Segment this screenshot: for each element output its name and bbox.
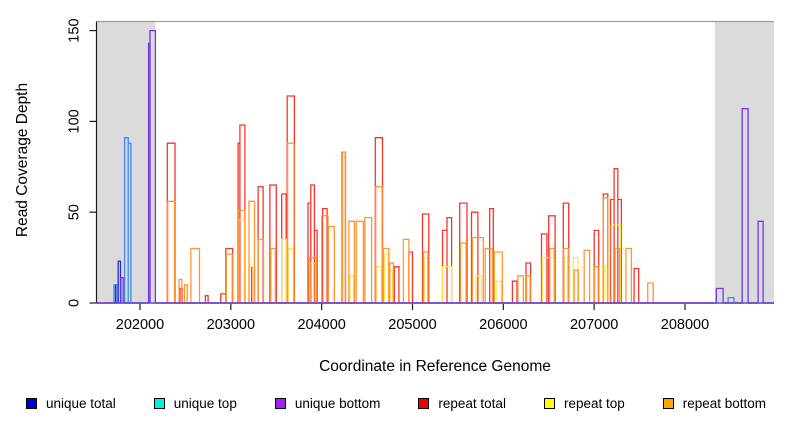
x-tick-label: 206000: [479, 317, 527, 333]
legend-swatch-repeat-bottom: [662, 398, 674, 409]
series-repeat-top: [96, 218, 774, 304]
legend-item-repeat-total: repeat total: [418, 396, 506, 411]
legend-swatch-unique-total: [25, 398, 37, 409]
legend-item-repeat-bottom: repeat bottom: [662, 396, 767, 411]
y-tick-label: 100: [67, 109, 83, 133]
series-repeat-bottom: [96, 142, 774, 304]
series-repeat-total: [96, 95, 774, 304]
legend-label-repeat-total: repeat total: [438, 396, 506, 411]
series-unique-top: [96, 137, 774, 304]
legend-label-unique-total: unique total: [45, 396, 116, 411]
shaded-region: [96, 21, 156, 303]
x-tick-label: 203000: [207, 317, 255, 333]
y-tick-label: 0: [67, 299, 83, 307]
legend-label-repeat-bottom: repeat bottom: [682, 396, 767, 411]
legend-label-repeat-top: repeat top: [563, 396, 625, 411]
y-tick-label: 150: [67, 18, 83, 42]
legend-item-unique-bottom: unique bottom: [274, 396, 381, 411]
shaded-region: [714, 21, 774, 303]
series-unique-bottom: [96, 29, 774, 304]
coverage-plot: 0 50 100 150 202000 203000 204000 205000 206000 2…: [67, 18, 774, 333]
x-tick-label: 204000: [297, 317, 345, 333]
legend-swatch-unique-top: [153, 398, 165, 409]
legend-item-unique-total: unique total: [25, 396, 116, 411]
legend-label-unique-top: unique top: [173, 396, 237, 411]
x-axis-label: Coordinate in Reference Genome: [319, 358, 551, 375]
legend-item-repeat-top: repeat top: [543, 396, 625, 411]
y-axis-label-text: Read Coverage Depth: [14, 82, 31, 238]
x-tick-label: 205000: [388, 317, 436, 333]
legend: unique total unique top unique bottom repea…: [0, 396, 792, 411]
x-tick-label: 207000: [570, 317, 618, 333]
y-tick-label: 50: [67, 204, 83, 220]
x-tick-label: 202000: [116, 317, 164, 333]
x-tick-label: 208000: [661, 317, 709, 333]
series-unique-total: [96, 260, 774, 304]
legend-item-unique-top: unique top: [153, 396, 237, 411]
legend-label-unique-bottom: unique bottom: [294, 396, 381, 411]
legend-swatch-repeat-top: [543, 398, 555, 409]
legend-swatch-repeat-total: [418, 398, 430, 409]
legend-swatch-unique-bottom: [274, 398, 286, 409]
